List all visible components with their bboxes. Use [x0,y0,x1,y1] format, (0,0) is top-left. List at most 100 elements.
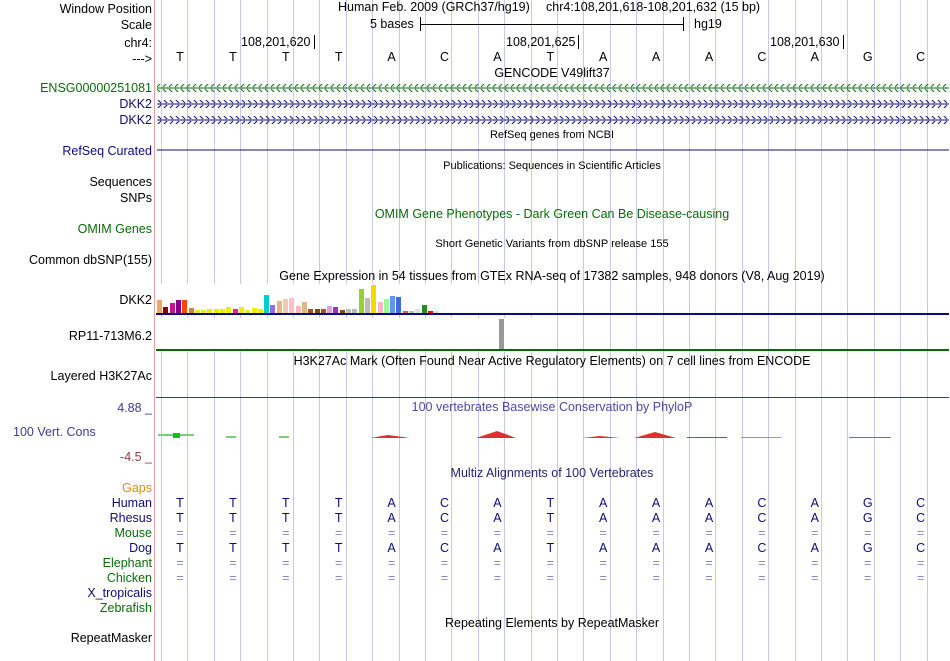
gtex-tissue-bar[interactable] [364,298,370,313]
gtex-dkk2-label[interactable]: DKK2 [119,293,152,307]
multiz-species-label[interactable]: Zebrafish [99,601,152,615]
multiz-alignment-char: = [916,526,925,540]
gtex-tissue-bar[interactable] [169,303,175,313]
base-letter: G [862,50,873,64]
gtex-tissue-bar[interactable] [402,311,408,313]
base-letter: A [599,50,608,64]
gtex-tissue-bar[interactable] [194,310,200,313]
multiz-track-title: Multiz Alignments of 100 Vertebrates [450,466,654,480]
coord-tick-2 [578,35,579,49]
multiz-species-label[interactable]: Rhesus [109,511,152,525]
gtex-tissue-bar[interactable] [377,302,383,313]
refseq-track-label[interactable]: RefSeq Curated [62,144,152,158]
gencode-track-label-ensg[interactable]: ENSG00000251081 [40,81,152,95]
gtex-tissue-bar[interactable] [352,309,358,313]
base-letter: C [916,50,926,64]
gtex-tissue-bar[interactable] [295,306,301,313]
gtex-tissue-bar[interactable] [301,302,307,313]
multiz-alignment-char: A [387,496,396,510]
multiz-alignment-char: A [599,541,608,555]
gtex-tissue-bar[interactable] [409,311,414,313]
gtex-tissue-bar[interactable] [427,311,433,313]
gtex-tissue-bar[interactable] [383,299,389,313]
multiz-alignment-char: G [862,496,873,510]
gtex-tissue-bar[interactable] [415,309,421,313]
chrom-label: chr4: [124,36,152,50]
repeatmasker-track-label[interactable]: RepeatMasker [70,631,152,645]
multiz-gaps-label[interactable]: Gaps [122,481,152,495]
gtex-tissue-bar[interactable] [226,307,232,313]
multiz-alignment-char: = [176,526,184,540]
phylop-track-label[interactable]: 100 Vert. Cons [13,425,96,439]
gtex-tissue-bar[interactable] [201,310,207,313]
gtex-tissue-bar[interactable] [434,311,440,313]
gtex-tissue-bar[interactable] [276,301,282,313]
base-letter: T [229,50,237,64]
multiz-alignment-char: = [493,571,502,585]
gencode-track-label-dkk2-b[interactable]: DKK2 [119,113,152,127]
gtex-tissue-bar[interactable] [257,309,263,313]
gtex-tissue-bar[interactable] [157,300,162,313]
gtex-tissue-bar[interactable] [264,295,270,313]
scale-label: Scale [120,18,152,32]
gencode-track-label-dkk2-a[interactable]: DKK2 [119,97,152,111]
gtex-tissue-bar[interactable] [308,309,314,313]
publications-sequences-label[interactable]: Sequences [89,175,152,189]
gtex-tissue-bar[interactable] [182,300,188,313]
multiz-alignment-char: = [493,556,502,570]
gtex-tissue-bar[interactable] [283,299,288,313]
dbsnp-track-label[interactable]: Common dbSNP(155) [29,253,152,267]
gtex-tissue-bar[interactable] [320,309,326,313]
gtex-tissue-bar[interactable] [188,308,194,313]
gtex-tissue-bar[interactable] [220,309,225,313]
gtex-tissue-bar[interactable] [314,309,320,313]
publications-snps-label[interactable]: SNPs [120,191,152,205]
gridline [795,0,796,661]
gridline [900,0,901,661]
gtex-tissue-bar[interactable] [333,307,339,313]
h3k27ac-track-label[interactable]: Layered H3K27Ac [50,369,152,383]
multiz-alignment-char: A [387,541,396,555]
gtex-tissue-bar[interactable] [251,308,257,313]
gtex-tissue-bar[interactable] [421,305,427,313]
multiz-alignment-char: = [811,571,819,585]
ensg-gene-feature[interactable] [157,84,949,92]
gtex-tissue-bar[interactable] [175,300,181,313]
phylop-min-label: -4.5 _ [120,450,152,464]
gtex-tissue-bar[interactable] [207,309,213,313]
gtex-tissue-bar[interactable] [270,305,276,313]
multiz-species-label[interactable]: Chicken [106,571,152,585]
gtex-tissue-bar[interactable] [396,297,402,313]
dkk2-gene-feature-b[interactable] [157,116,949,124]
phylop-track-title: 100 vertebrates Basewise Conservation by… [411,400,693,414]
gtex-tissue-bar[interactable] [358,289,364,313]
gtex-tissue-bar[interactable] [289,298,295,313]
multiz-alignment-char: = [705,556,713,570]
gridline [557,0,558,661]
gridline [715,0,716,661]
gtex-tissue-bar[interactable] [339,310,345,313]
multiz-alignment-char: A [810,496,819,510]
dkk2-gene-feature-a[interactable] [157,100,949,108]
gtex-tissue-bar[interactable] [327,306,333,313]
gtex-tissue-bar[interactable] [232,309,238,313]
multiz-species-label[interactable]: Human [111,496,152,510]
gtex-tissue-bar[interactable] [371,285,377,313]
gtex-tissue-bar[interactable] [238,307,244,313]
gtex-tissue-bar[interactable] [245,310,251,313]
multiz-species-label[interactable]: Dog [129,541,152,555]
gtex-tissue-bar[interactable] [390,296,396,313]
multiz-species-label[interactable]: Mouse [114,526,152,540]
multiz-species-label[interactable]: X_tropicalis [87,586,152,600]
gridline [874,0,875,661]
omim-track-label[interactable]: OMIM Genes [77,222,152,236]
phylop-positive-bars [158,433,289,438]
gtex-tissue-bar[interactable] [213,309,219,313]
multiz-alignment-char: = [229,526,237,540]
multiz-species-label[interactable]: Elephant [102,556,152,570]
gtex-tissue-bar[interactable] [346,309,351,313]
gtex-tissue-bar[interactable] [163,307,169,313]
gtex-rp11-label[interactable]: RP11-713M6.2 [68,329,152,343]
gtex-rp11-bar[interactable] [499,319,504,349]
gtex-rp11-background [156,318,534,349]
